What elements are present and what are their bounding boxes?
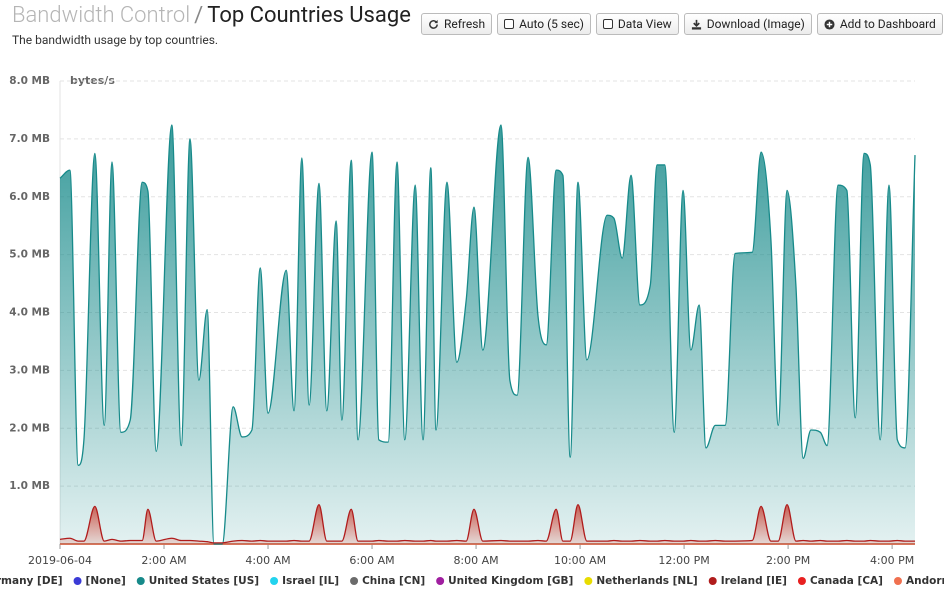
legend: Germany [DE] [None] United States [US] Isra…	[0, 575, 944, 587]
checkbox-icon	[602, 19, 613, 29]
y-tick-label: 4.0 MB	[9, 307, 50, 319]
legend-marker	[350, 577, 359, 585]
refresh-icon	[429, 19, 438, 29]
x-tick-label: 6:00 AM	[349, 554, 394, 567]
y-tick-label: 2.0 MB	[9, 422, 50, 434]
x-tick-label: 8:00 AM	[453, 554, 498, 567]
legend-marker	[270, 577, 279, 585]
legend-label: Israel [IL]	[282, 575, 339, 587]
legend-marker	[73, 577, 82, 585]
add-dashboard-button[interactable]: Add to Dashboard	[816, 13, 943, 35]
y-tick-label: 5.0 MB	[9, 249, 50, 261]
legend-marker	[436, 577, 445, 585]
legend-label: Andorra [AD]	[906, 575, 944, 587]
y-tick-label: 7.0 MB	[9, 133, 50, 145]
legend-label: Canada [CA]	[810, 575, 883, 587]
title-separator: /	[194, 3, 204, 28]
legend-label: United States [US]	[149, 575, 259, 587]
x-tick-label: 2:00 PM	[766, 554, 810, 567]
x-tick-label: 12:00 PM	[658, 554, 709, 567]
y-tick-label: 6.0 MB	[9, 191, 50, 203]
legend-marker	[136, 577, 145, 585]
button-label: Download (Image)	[706, 17, 805, 31]
legend-label: Netherlands [NL]	[596, 575, 697, 587]
header: Bandwidth Control / Top Countries Usage	[12, 3, 411, 28]
y-tick-label: 8.0 MB	[9, 75, 50, 87]
download-icon	[691, 19, 701, 30]
legend-label: [None]	[86, 575, 126, 587]
x-tick-label: 4:00 PM	[870, 554, 914, 567]
title-prefix: Bandwidth Control	[12, 3, 191, 28]
auto-button[interactable]: Auto (5 sec)	[497, 13, 591, 35]
refresh-button[interactable]: Refresh	[421, 13, 493, 35]
legend-label: China [CN]	[362, 575, 425, 587]
legend-marker	[708, 577, 717, 585]
button-label: Auto (5 sec)	[519, 17, 584, 31]
y-axis-label: bytes/s	[70, 74, 115, 87]
line	[59, 503, 915, 544]
button-label: Add to Dashboard	[839, 17, 936, 31]
area	[60, 504, 915, 544]
x-tick-label: 4:00 AM	[245, 554, 290, 567]
x-tick-label: 10:00 AM	[554, 554, 606, 567]
checkbox-icon	[504, 19, 515, 29]
toolbar: Refresh Auto (5 sec) Data View Download (Im…	[421, 13, 944, 35]
download-button[interactable]: Download (Image)	[683, 13, 812, 35]
button-label: Data View	[617, 17, 672, 31]
data-view-button[interactable]: Data View	[595, 13, 679, 35]
subtitle: The bandwidth usage by top countries.	[12, 33, 219, 47]
legend-label: United Kingdom [GB]	[448, 575, 573, 587]
button-label: Refresh	[444, 17, 486, 31]
legend-label: Germany [DE]	[0, 575, 63, 587]
legend-label: Ireland [IE]	[721, 575, 787, 587]
x-tick-label: 2019-06-04	[28, 554, 92, 567]
legend-marker	[893, 577, 902, 585]
y-tick-label: 1.0 MB	[9, 480, 50, 492]
legend-marker	[584, 577, 593, 585]
y-tick-label: 3.0 MB	[9, 364, 50, 376]
legend-marker	[797, 577, 806, 585]
area	[60, 124, 915, 544]
x-tick-label: 2:00 AM	[141, 554, 186, 567]
plus-icon	[824, 18, 835, 30]
line	[59, 124, 916, 545]
title: Top Countries Usage	[207, 3, 411, 28]
